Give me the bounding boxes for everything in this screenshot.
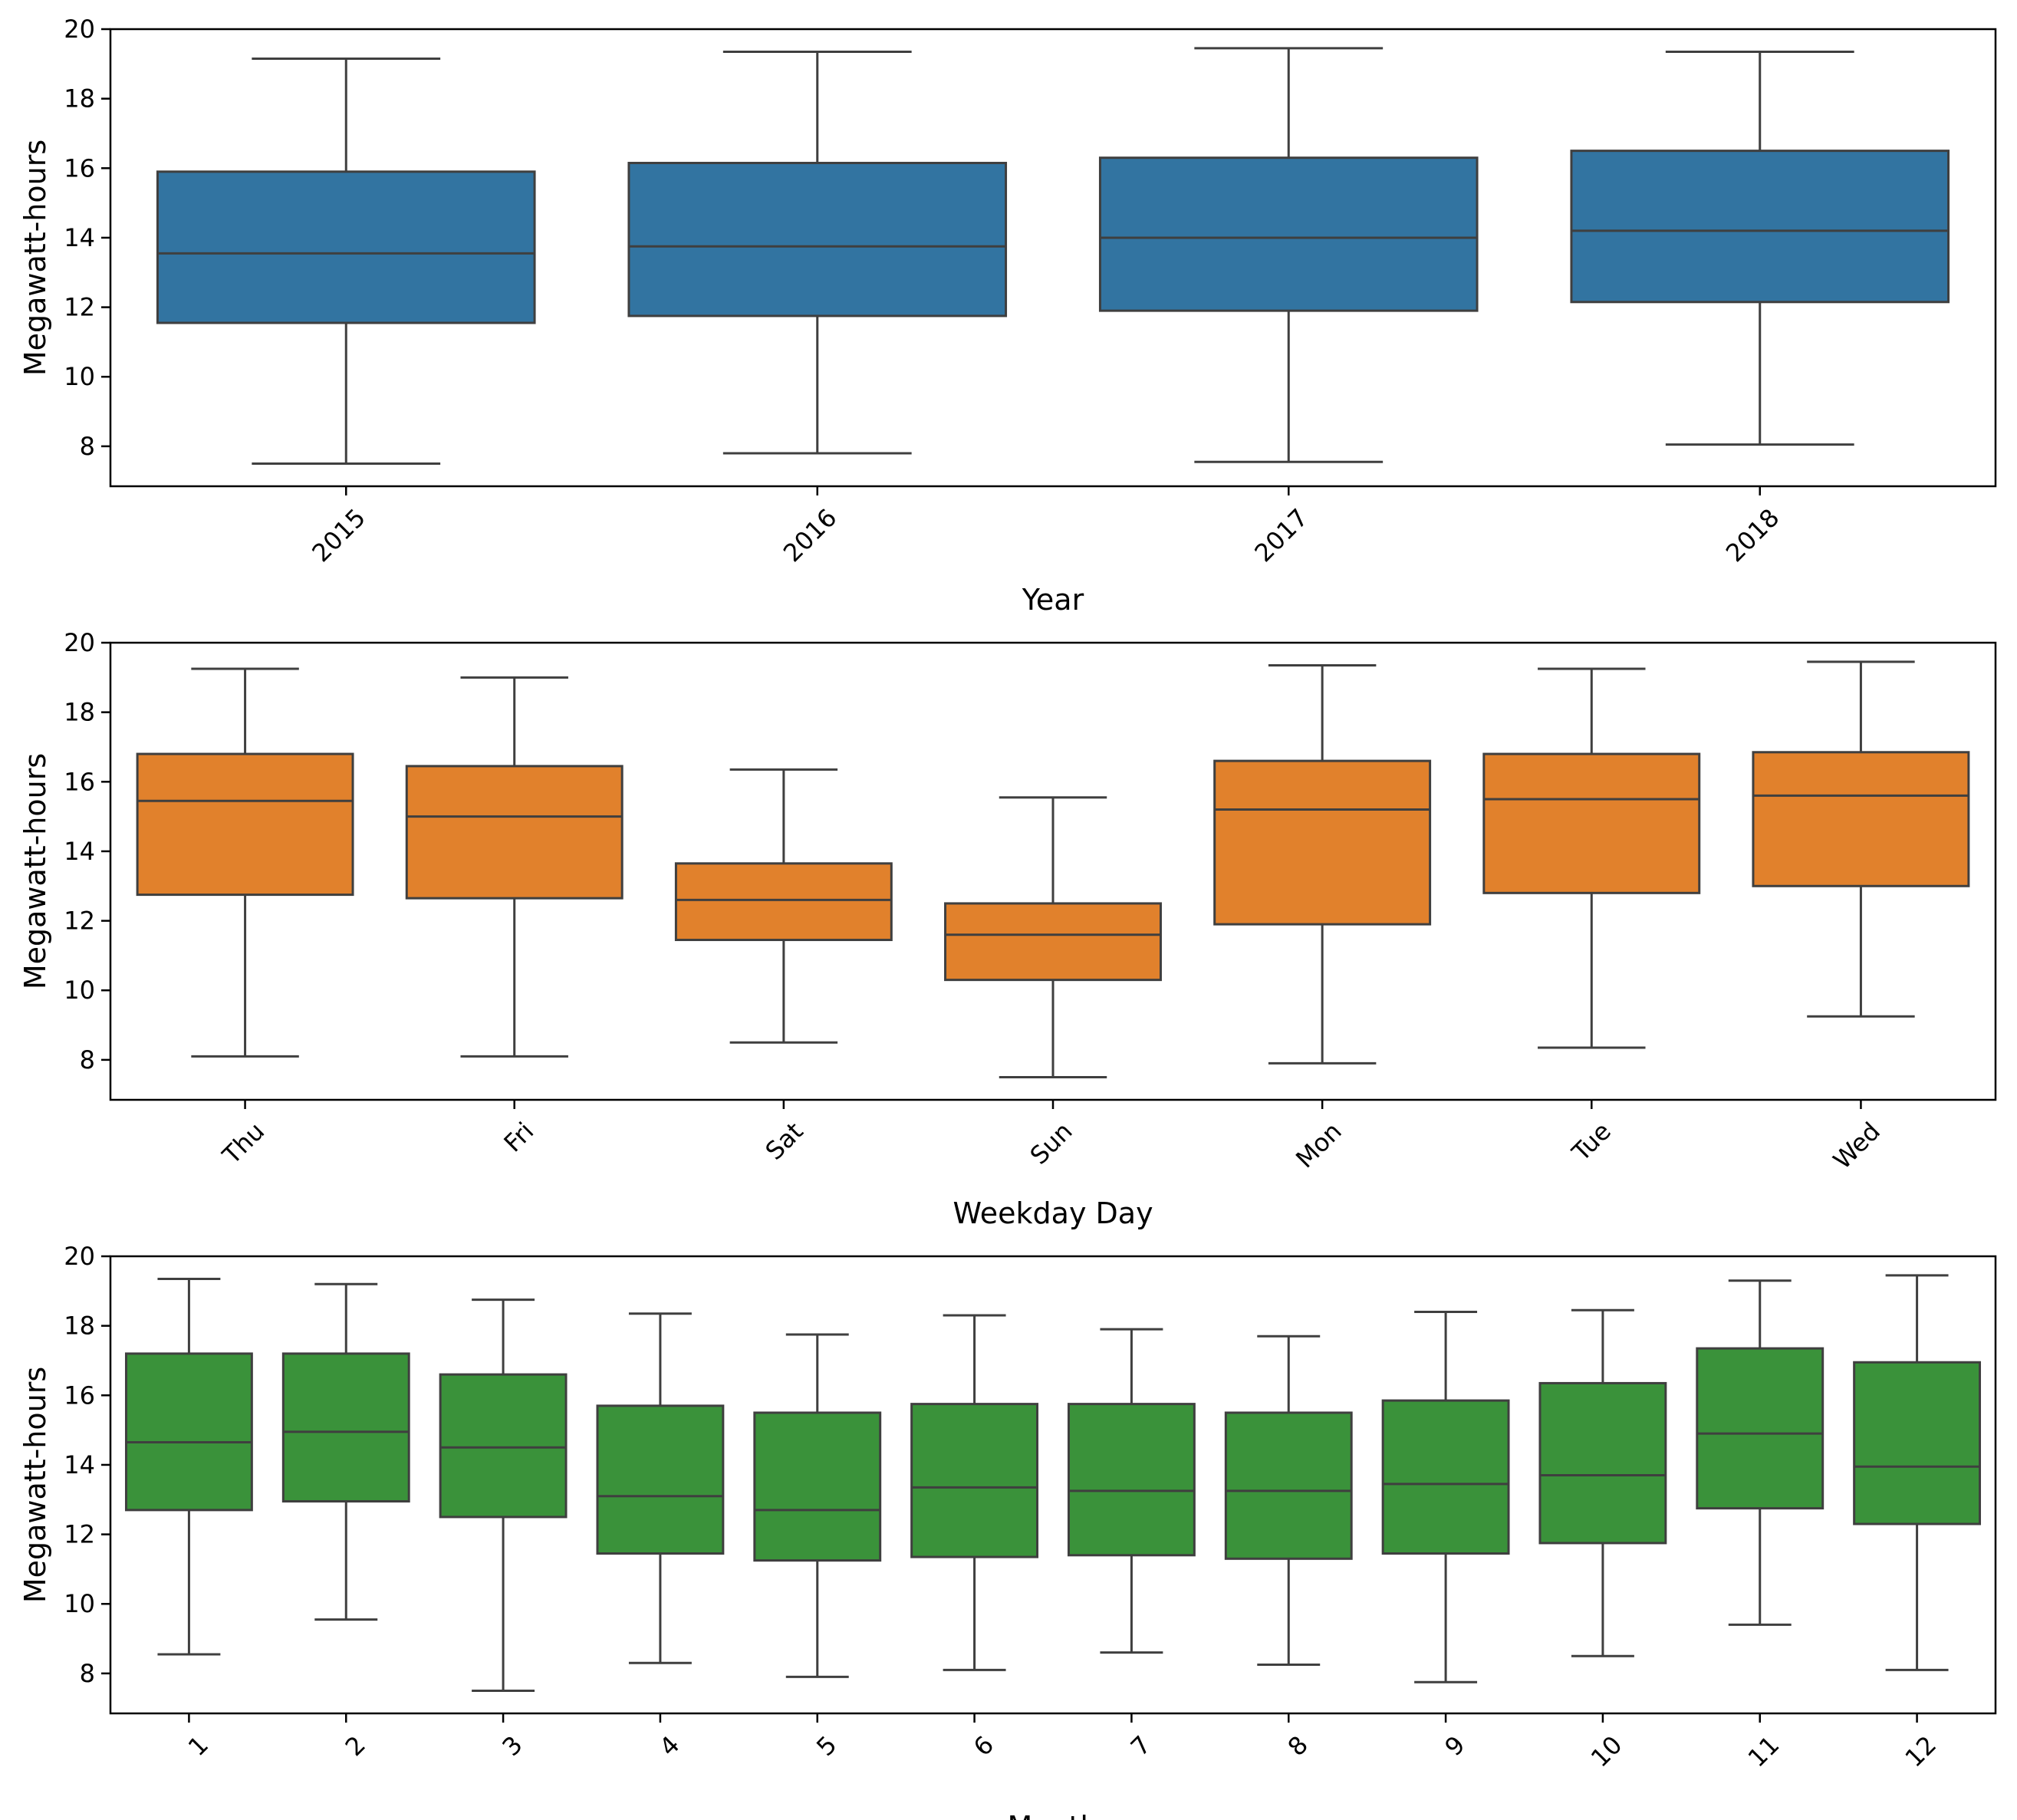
box-iqr[interactable] — [124, 1352, 253, 1512]
box-iqr[interactable] — [1696, 1347, 1825, 1510]
box-iqr[interactable] — [1482, 752, 1701, 894]
box-2017 — [1098, 47, 1479, 463]
y-tick-label: 18 — [64, 84, 95, 114]
box-Fri — [405, 676, 624, 1058]
box-1 — [124, 1277, 253, 1656]
y-tick-label: 8 — [80, 1045, 95, 1075]
y-tick-label: 20 — [64, 628, 95, 657]
y-axis-label: Megawatt-hours — [18, 753, 52, 989]
y-tick-label: 14 — [64, 223, 95, 252]
box-iqr[interactable] — [627, 161, 1008, 318]
box-Sat — [674, 768, 893, 1044]
y-tick-label: 8 — [80, 1659, 95, 1688]
y-tick-label: 12 — [64, 907, 95, 936]
box-3 — [439, 1298, 568, 1693]
box-2015 — [156, 58, 536, 466]
y-tick-label: 14 — [64, 837, 95, 866]
box-8 — [1224, 1335, 1353, 1667]
box-iqr[interactable] — [136, 752, 354, 897]
box-9 — [1381, 1311, 1510, 1683]
y-tick-label: 14 — [64, 1450, 95, 1479]
box-5 — [753, 1333, 882, 1678]
y-tick-label: 20 — [64, 15, 95, 44]
x-axis-label: Month — [1007, 1810, 1098, 1820]
box-iqr[interactable] — [1224, 1411, 1353, 1560]
box-iqr[interactable] — [910, 1403, 1039, 1558]
y-tick-label: 10 — [64, 362, 95, 391]
box-iqr[interactable] — [405, 765, 624, 900]
y-tick-label: 16 — [64, 153, 95, 183]
box-11 — [1696, 1279, 1825, 1626]
y-tick-label: 18 — [64, 698, 95, 727]
box-iqr[interactable] — [596, 1404, 725, 1555]
box-iqr[interactable] — [1538, 1381, 1667, 1545]
y-axis-label: Megawatt-hours — [18, 1367, 52, 1603]
box-iqr[interactable] — [281, 1352, 410, 1503]
y-tick-label: 8 — [80, 432, 95, 461]
axes-frame — [109, 28, 1997, 488]
box-iqr[interactable] — [156, 170, 536, 324]
y-tick-label: 16 — [64, 1381, 95, 1410]
box-iqr[interactable] — [1853, 1361, 1982, 1525]
box-6 — [910, 1314, 1039, 1671]
box-iqr[interactable] — [1098, 156, 1479, 312]
y-tick-label: 10 — [64, 976, 95, 1005]
box-Sun — [944, 796, 1162, 1079]
box-Mon — [1213, 663, 1432, 1065]
box-iqr[interactable] — [439, 1373, 568, 1519]
x-axis-label: Year — [1022, 583, 1084, 617]
y-tick-label: 20 — [64, 1242, 95, 1271]
box-2016 — [627, 50, 1008, 455]
box-Wed — [1752, 660, 1970, 1018]
axes-frame — [109, 1255, 1997, 1715]
box-Tue — [1482, 667, 1701, 1049]
box-iqr[interactable] — [674, 862, 893, 942]
y-axis-label: Megawatt-hours — [18, 140, 52, 376]
box-iqr[interactable] — [1570, 150, 1950, 304]
box-iqr[interactable] — [1213, 759, 1432, 926]
box-iqr[interactable] — [1752, 751, 1970, 887]
y-tick-label: 12 — [64, 1520, 95, 1549]
box-2018 — [1570, 50, 1950, 446]
box-iqr[interactable] — [1381, 1399, 1510, 1555]
y-tick-label: 16 — [64, 767, 95, 796]
box-iqr[interactable] — [944, 902, 1162, 982]
x-axis-label: Weekday Day — [953, 1196, 1153, 1230]
box-10 — [1538, 1308, 1667, 1657]
box-iqr[interactable] — [1067, 1403, 1196, 1557]
box-Thu — [136, 667, 354, 1058]
chart-panel-3: 8101214161820123456789101112MonthMegawat… — [18, 1242, 1997, 1820]
box-12 — [1853, 1274, 1982, 1671]
box-2 — [281, 1282, 410, 1621]
box-4 — [596, 1312, 725, 1664]
box-7 — [1067, 1328, 1196, 1654]
y-tick-label: 12 — [64, 293, 95, 322]
box-iqr[interactable] — [753, 1411, 882, 1562]
y-tick-label: 18 — [64, 1312, 95, 1341]
y-tick-label: 10 — [64, 1589, 95, 1618]
